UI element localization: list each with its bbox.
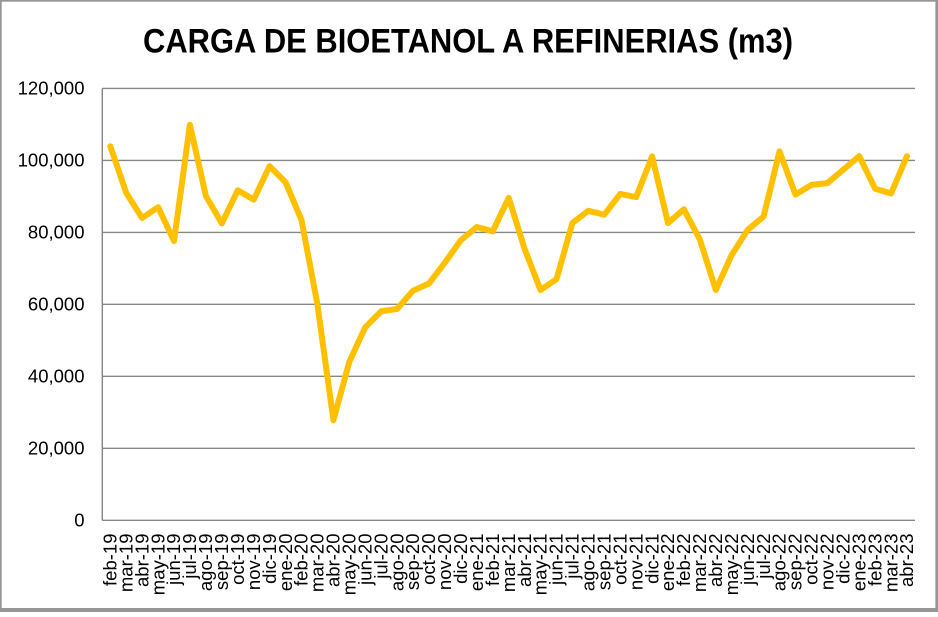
svg-text:oct-20: oct-20 — [418, 534, 439, 585]
svg-text:ago-22: ago-22 — [769, 534, 790, 592]
svg-text:ago-20: ago-20 — [386, 534, 407, 592]
svg-text:feb-23: feb-23 — [864, 534, 885, 586]
svg-text:jul-20: jul-20 — [370, 534, 391, 580]
svg-text:ene-20: ene-20 — [275, 534, 296, 592]
svg-text:nov-19: nov-19 — [243, 534, 264, 591]
svg-text:feb-20: feb-20 — [291, 534, 312, 586]
svg-text:oct-19: oct-19 — [227, 534, 248, 585]
svg-text:20,000: 20,000 — [28, 438, 85, 459]
svg-text:80,000: 80,000 — [28, 222, 85, 243]
svg-text:may-19: may-19 — [147, 534, 168, 596]
svg-text:dic-19: dic-19 — [259, 534, 280, 584]
svg-text:oct-22: oct-22 — [801, 534, 822, 585]
svg-text:feb-19: feb-19 — [100, 534, 121, 586]
svg-text:sep-22: sep-22 — [785, 534, 806, 591]
svg-text:abr-22: abr-22 — [705, 534, 726, 587]
svg-text:dic-21: dic-21 — [641, 534, 662, 584]
svg-text:mar-20: mar-20 — [307, 534, 328, 593]
svg-text:CARGA DE BIOETANOL A REFINERIA: CARGA DE BIOETANOL A REFINERIAS (m3) — [143, 23, 793, 61]
svg-text:may-20: may-20 — [339, 534, 360, 596]
svg-text:ene-22: ene-22 — [657, 534, 678, 592]
svg-text:dic-22: dic-22 — [833, 534, 854, 584]
svg-text:abr-20: abr-20 — [323, 534, 344, 587]
svg-text:0: 0 — [74, 510, 84, 531]
svg-text:dic-20: dic-20 — [450, 534, 471, 584]
svg-text:jun-21: jun-21 — [546, 534, 567, 586]
svg-text:may-22: may-22 — [721, 534, 742, 596]
svg-text:jun-22: jun-22 — [737, 534, 758, 586]
svg-text:sep-20: sep-20 — [402, 534, 423, 591]
svg-text:mar-19: mar-19 — [115, 534, 136, 593]
svg-text:may-21: may-21 — [530, 534, 551, 596]
svg-text:jun-20: jun-20 — [354, 534, 375, 586]
svg-text:100,000: 100,000 — [18, 150, 85, 171]
svg-text:sep-19: sep-19 — [211, 534, 232, 591]
svg-text:feb-21: feb-21 — [482, 534, 503, 586]
svg-text:nov-21: nov-21 — [625, 534, 646, 591]
svg-text:jul-22: jul-22 — [753, 534, 774, 580]
svg-text:ago-21: ago-21 — [578, 534, 599, 592]
svg-text:ene-21: ene-21 — [466, 534, 487, 592]
svg-text:120,000: 120,000 — [18, 78, 85, 99]
svg-text:oct-21: oct-21 — [609, 534, 630, 585]
svg-text:jun-19: jun-19 — [163, 534, 184, 586]
svg-text:jul-19: jul-19 — [179, 534, 200, 580]
svg-text:abr-19: abr-19 — [131, 534, 152, 587]
svg-text:jul-21: jul-21 — [562, 534, 583, 580]
svg-text:sep-21: sep-21 — [594, 534, 615, 591]
svg-text:ago-19: ago-19 — [195, 534, 216, 592]
svg-text:ene-23: ene-23 — [848, 534, 869, 592]
svg-text:mar-22: mar-22 — [689, 534, 710, 593]
svg-text:nov-20: nov-20 — [434, 534, 455, 591]
svg-text:nov-22: nov-22 — [817, 534, 838, 591]
svg-text:abr-23: abr-23 — [896, 534, 917, 587]
svg-text:40,000: 40,000 — [28, 366, 85, 387]
svg-text:mar-23: mar-23 — [880, 534, 901, 593]
svg-text:mar-21: mar-21 — [498, 534, 519, 593]
svg-text:abr-21: abr-21 — [514, 534, 535, 587]
svg-text:60,000: 60,000 — [28, 294, 85, 315]
svg-text:feb-22: feb-22 — [673, 534, 694, 586]
